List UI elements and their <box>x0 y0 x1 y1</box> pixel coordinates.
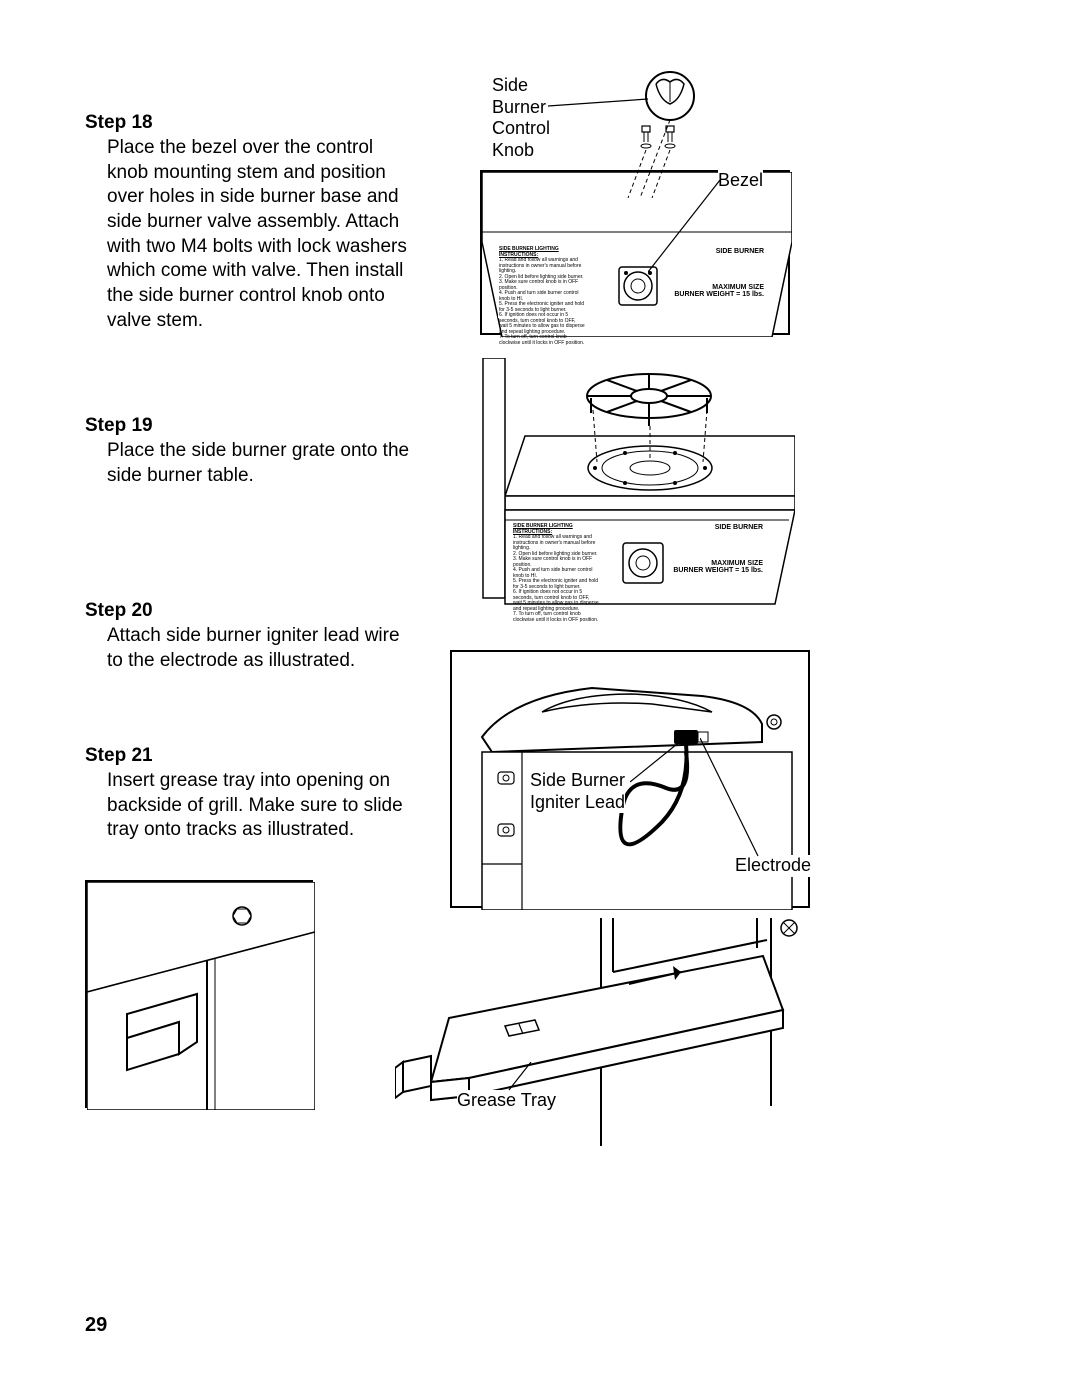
knob-leader <box>548 98 648 118</box>
lighting-instructions-2: SIDE BURNER LIGHTING INSTRUCTIONS: 1. Re… <box>513 524 599 623</box>
figure-grate: SIDE BURNER LIGHTING INSTRUCTIONS: 1. Re… <box>475 358 795 630</box>
step-21-body: Insert grease tray into opening on backs… <box>85 769 415 843</box>
step-19-block: Step 19 Place the side burner grate onto… <box>85 415 415 488</box>
step-21-title: Step 21 <box>85 745 415 767</box>
exploded-knob <box>600 68 800 198</box>
bezel-label: Bezel <box>718 170 763 192</box>
grease-tray-label: Grease Tray <box>457 1090 556 1112</box>
max-weight-label-1: MAXIMUM SIZE BURNER WEIGHT = 15 lbs. <box>674 284 764 298</box>
knob-label: Side Burner Control Knob <box>492 75 550 161</box>
max-weight-label-2: MAXIMUM SIZE BURNER WEIGHT = 15 lbs. <box>673 560 763 574</box>
step-18-title: Step 18 <box>85 112 415 134</box>
step-20-body: Attach side burner igniter lead wire to … <box>85 624 415 673</box>
step-20-title: Step 20 <box>85 600 415 622</box>
step-19-body: Place the side burner grate onto the sid… <box>85 439 415 488</box>
lighting-instructions-1: SIDE BURNER LIGHTING INSTRUCTIONS: 1. Re… <box>499 247 585 346</box>
step-18-block: Step 18 Place the bezel over the control… <box>85 112 415 334</box>
grease-tray-leader <box>505 1062 535 1092</box>
igniter-lead-label: Side Burner Igniter Lead <box>530 770 625 813</box>
step-21-block: Step 21 Insert grease tray into opening … <box>85 745 415 843</box>
side-burner-label-2: SIDE BURNER <box>715 524 763 531</box>
step-18-body: Place the bezel over the control knob mo… <box>85 136 415 334</box>
step-19-title: Step 19 <box>85 415 415 437</box>
igniter-leader <box>630 740 690 790</box>
manual-page: Step 18 Place the bezel over the control… <box>0 0 1080 1397</box>
bezel-leader <box>648 180 720 280</box>
side-burner-label-1: SIDE BURNER <box>716 248 764 255</box>
electrode-leader <box>700 738 780 863</box>
step-20-block: Step 20 Attach side burner igniter lead … <box>85 600 415 673</box>
figure-grease-tray <box>395 918 835 1158</box>
page-number: 29 <box>85 1314 107 1337</box>
figure-track-detail <box>85 880 313 1108</box>
